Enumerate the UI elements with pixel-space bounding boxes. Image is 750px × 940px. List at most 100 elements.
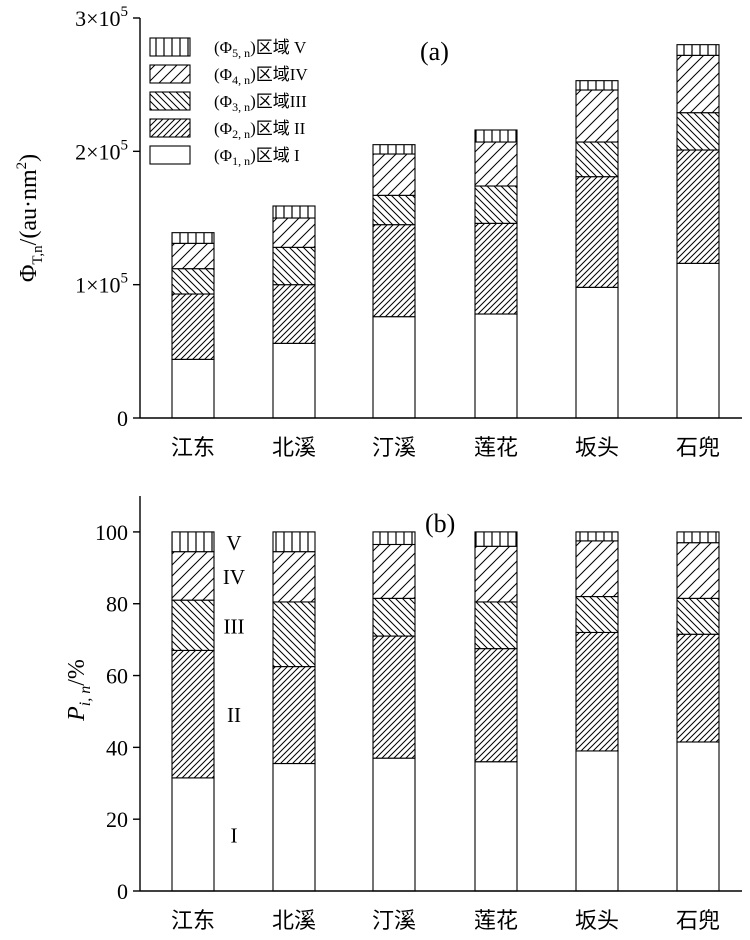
bar-segment-a-5-s5 [575, 80, 619, 91]
bar-segment-b-4-s1 [474, 761, 518, 892]
y-tick-label: 40 [106, 735, 128, 760]
bar-segment-a-6-s3 [676, 112, 720, 151]
bar-segment-a-6-s1 [676, 262, 720, 419]
x-tick-label: 莲花 [474, 436, 518, 461]
bar-segment-b-3-s2 [372, 635, 416, 759]
region-label: II [227, 703, 241, 727]
y-tick-label: 100 [95, 520, 128, 545]
y-tick-label: 20 [106, 807, 128, 832]
bars-group-a [171, 44, 720, 419]
bar-segment-b-6-s5 [676, 531, 720, 544]
bar-segment-b-1-s5 [171, 531, 215, 553]
bar-segment-a-3-s3 [372, 194, 416, 226]
y-tick-label: 1×105 [75, 271, 128, 298]
bar-segment-b-5-s3 [575, 595, 619, 634]
bar-segment-b-4-s4 [474, 545, 518, 603]
x-tick-label: 莲花 [474, 909, 518, 934]
bar-segment-a-6-s4 [676, 54, 720, 114]
bar-segment-b-3-s3 [372, 597, 416, 637]
legend-label: (Φ2, n)区域 II [214, 119, 306, 141]
y-tick-label: 2×105 [75, 137, 128, 164]
legend-label: (Φ4, n)区域IV [214, 65, 308, 87]
bar-segment-a-2-s2 [272, 284, 316, 344]
bar-segment-b-3-s4 [372, 543, 416, 599]
bar-segment-b-5-s1 [575, 750, 619, 892]
bar-segment-b-3-s5 [372, 531, 416, 546]
legend-label: (Φ3, n)区域III [214, 92, 307, 114]
bar-segment-b-5-s5 [575, 531, 619, 542]
x-tick-labels-a: 江东 北溪 汀溪 莲花 坂头 石兜 [171, 436, 720, 461]
bar-segment-a-4-s2 [474, 222, 518, 315]
bars-group-b [171, 531, 720, 892]
legend-a: (Φ5, n)区域 V (Φ4, n)区域IV (Φ3, n)区域III (Φ2, n… [149, 37, 308, 168]
bar-segment-b-6-s1 [676, 741, 720, 892]
y-tick-label: 60 [106, 664, 128, 689]
bar-segment-b-2-s2 [272, 666, 316, 765]
x-tick-label: 汀溪 [372, 909, 416, 934]
bar-segment-a-6-s5 [676, 44, 720, 56]
bar-segment-a-1-s3 [171, 268, 215, 295]
panel-label-b: (b) [425, 509, 455, 538]
bar-segment-a-3-s1 [372, 316, 416, 419]
x-tick-label: 坂头 [575, 909, 619, 934]
region-label: IV [223, 565, 245, 589]
x-tick-label: 坂头 [575, 436, 619, 461]
bar-segment-b-6-s3 [676, 597, 720, 635]
bar-segment-b-1-s2 [171, 649, 215, 779]
region-label: I [231, 823, 238, 847]
bar-segment-a-3-s4 [372, 153, 416, 196]
bar-segment-b-2-s1 [272, 762, 316, 892]
bar-segment-b-4-s3 [474, 601, 518, 650]
bar-segment-a-4-s5 [474, 129, 518, 143]
bar-segment-b-2-s4 [272, 551, 316, 603]
bar-segment-b-6-s2 [676, 633, 720, 743]
legend-swatch [149, 37, 191, 57]
bar-segment-a-5-s4 [575, 89, 619, 143]
y-axis-label-b: Pi, n/% [64, 659, 94, 722]
x-tick-label: 北溪 [272, 909, 316, 934]
y-tick-label: 0 [117, 879, 128, 904]
x-tick-label: 江东 [171, 909, 215, 934]
x-tick-label: 汀溪 [372, 436, 416, 461]
x-tick-label: 石兜 [676, 436, 720, 461]
bar-segment-b-6-s4 [676, 542, 720, 599]
bar-segment-a-5-s3 [575, 141, 619, 178]
y-tick-label: 80 [106, 592, 128, 617]
legend-swatch [149, 145, 191, 165]
bar-segment-a-5-s2 [575, 176, 619, 288]
legend-label: (Φ1, n)区域 I [214, 146, 300, 168]
y-tick-label: 0 [117, 406, 128, 431]
x-tick-label: 江东 [171, 436, 215, 461]
bar-segment-b-4-s5 [474, 531, 518, 547]
x-tick-label: 北溪 [272, 436, 316, 461]
x-tick-label: 石兜 [676, 909, 720, 934]
y-tick-label: 3×105 [75, 4, 128, 31]
bar-segment-b-5-s4 [575, 540, 619, 598]
x-tick-labels-b: 江东 北溪 汀溪 莲花 坂头 石兜 [171, 909, 720, 934]
bar-segment-b-1-s1 [171, 777, 215, 892]
legend-swatch [149, 91, 191, 111]
bar-segment-b-1-s4 [171, 551, 215, 601]
bar-segment-a-1-s1 [171, 358, 215, 419]
bar-segment-a-2-s5 [272, 205, 316, 219]
bar-segment-b-2-s5 [272, 531, 316, 553]
bar-segment-a-1-s4 [171, 242, 215, 270]
legend-swatch [149, 118, 191, 138]
legend-swatch [149, 64, 191, 84]
region-label: V [226, 531, 241, 555]
bar-segment-a-4-s1 [474, 313, 518, 419]
bar-segment-a-2-s3 [272, 246, 316, 286]
bar-segment-a-5-s1 [575, 286, 619, 419]
bar-segment-b-4-s2 [474, 648, 518, 763]
bar-segment-b-2-s3 [272, 601, 316, 668]
bar-segment-b-5-s2 [575, 631, 619, 752]
bar-segment-b-3-s1 [372, 757, 416, 892]
panel-label-a: (a) [420, 37, 449, 66]
bar-segment-a-2-s1 [272, 342, 316, 419]
bar-segment-a-3-s5 [372, 144, 416, 155]
bar-segment-a-1-s5 [171, 232, 215, 244]
region-label: III [224, 614, 245, 638]
y-axis-label-a: ΦT,n/(au·nm2) [14, 154, 46, 282]
y-ticks-a: 0 1×105 2×105 3×105 [75, 4, 140, 431]
